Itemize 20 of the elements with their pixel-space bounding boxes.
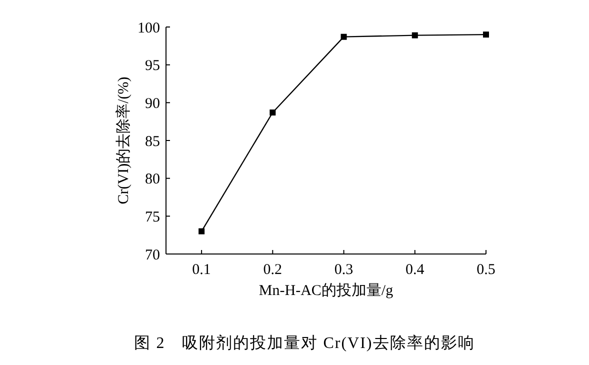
y-axis-title: Cr(VI)的去除率/(%): [115, 76, 132, 204]
y-tick-label: 80: [145, 172, 160, 188]
y-tick-label: 90: [145, 96, 160, 112]
point: [340, 34, 347, 40]
x-tick-label: 0.2: [263, 262, 282, 278]
x-tick-label: 0.3: [334, 262, 354, 278]
point: [270, 110, 276, 116]
point: [412, 32, 418, 38]
x-tick-label: 0.1: [192, 262, 211, 278]
x-axis-title: Mn-H-AC的投加量/g: [258, 282, 394, 299]
y-tick-label: 95: [145, 58, 160, 74]
y-tick-label: 100: [138, 20, 160, 36]
point: [483, 32, 489, 38]
point: [198, 228, 205, 234]
y-tick-label: 70: [145, 247, 160, 264]
y-tick-label: 85: [145, 134, 160, 150]
x-tick-label: 0.4: [406, 262, 425, 278]
y-tick-label: 75: [145, 209, 160, 226]
text: 图 2 吸附剂的投加量对 Cr(VI)去除率的影响: [134, 334, 475, 352]
x-tick-label: 0.5: [476, 262, 496, 278]
